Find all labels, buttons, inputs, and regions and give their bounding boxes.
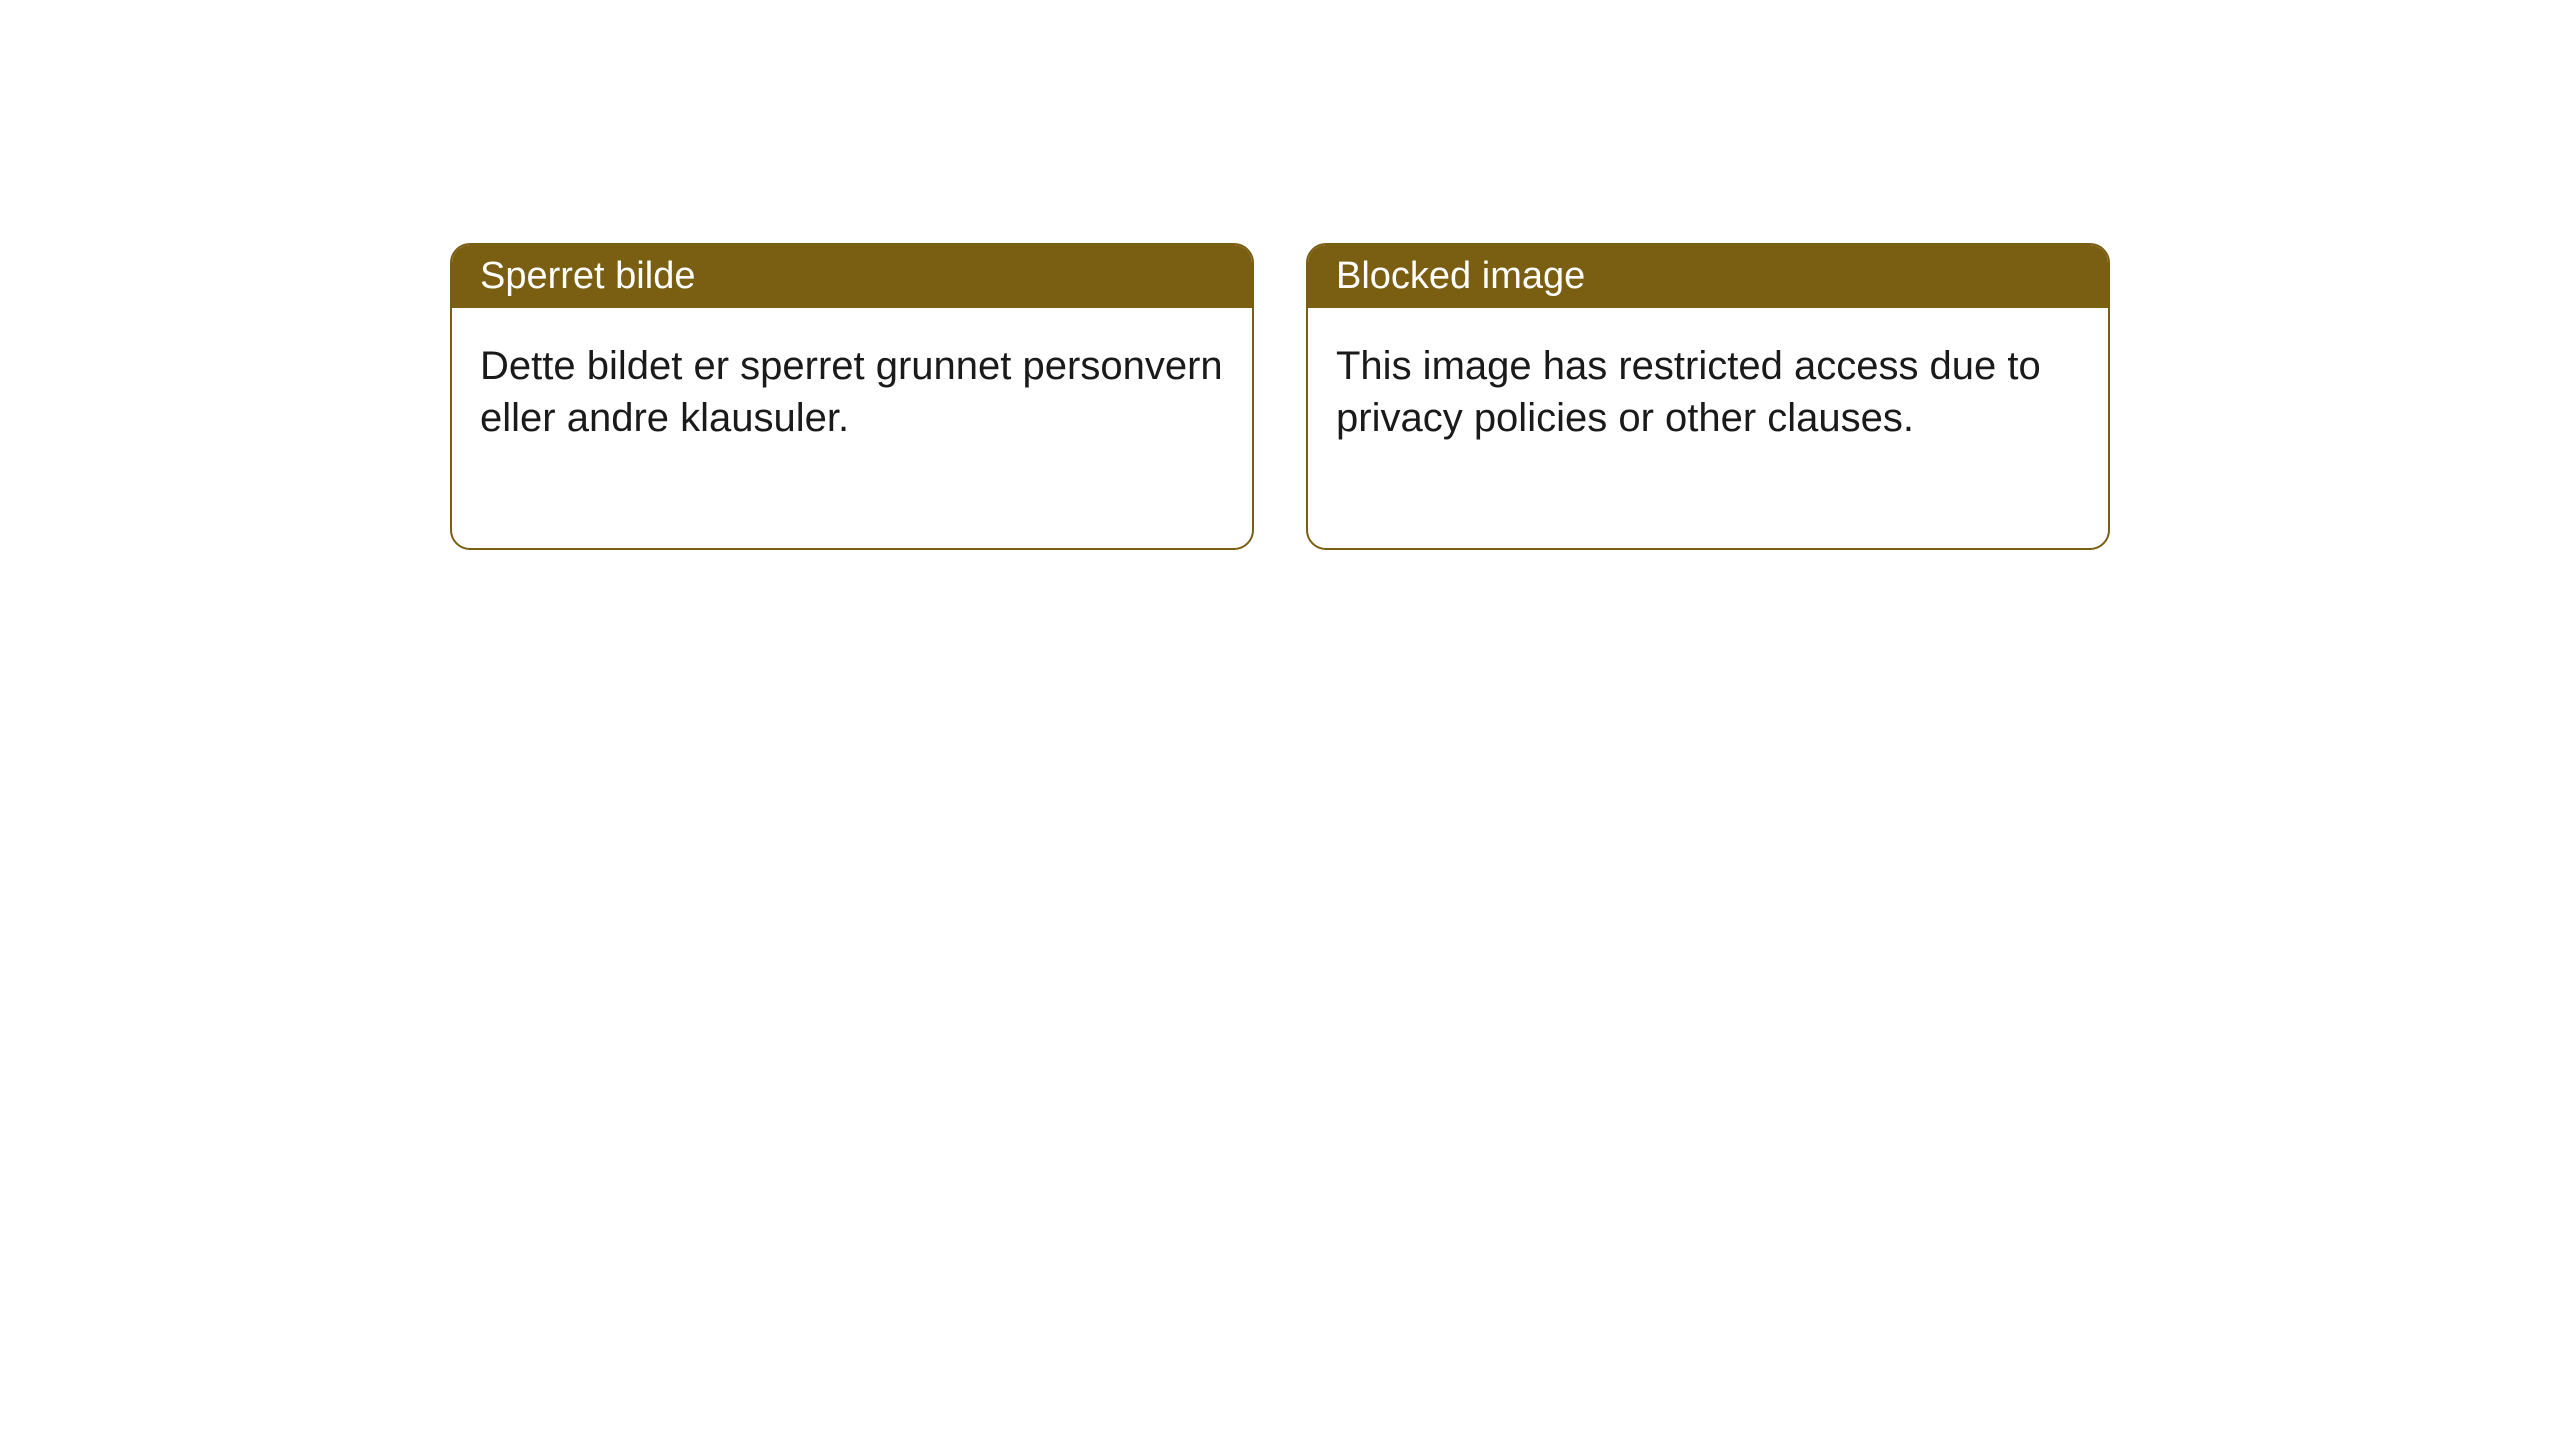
notice-card-norwegian: Sperret bilde Dette bildet er sperret gr… <box>450 243 1254 550</box>
card-title: Sperret bilde <box>480 255 695 297</box>
notice-card-english: Blocked image This image has restricted … <box>1306 243 2110 550</box>
card-body-text: This image has restricted access due to … <box>1336 344 2041 440</box>
card-body: Dette bildet er sperret grunnet personve… <box>452 308 1252 548</box>
card-header: Blocked image <box>1308 245 2108 308</box>
card-header: Sperret bilde <box>452 245 1252 308</box>
card-title: Blocked image <box>1336 255 1585 297</box>
card-body-text: Dette bildet er sperret grunnet personve… <box>480 344 1223 440</box>
card-body: This image has restricted access due to … <box>1308 308 2108 548</box>
notice-container: Sperret bilde Dette bildet er sperret gr… <box>450 243 2110 550</box>
